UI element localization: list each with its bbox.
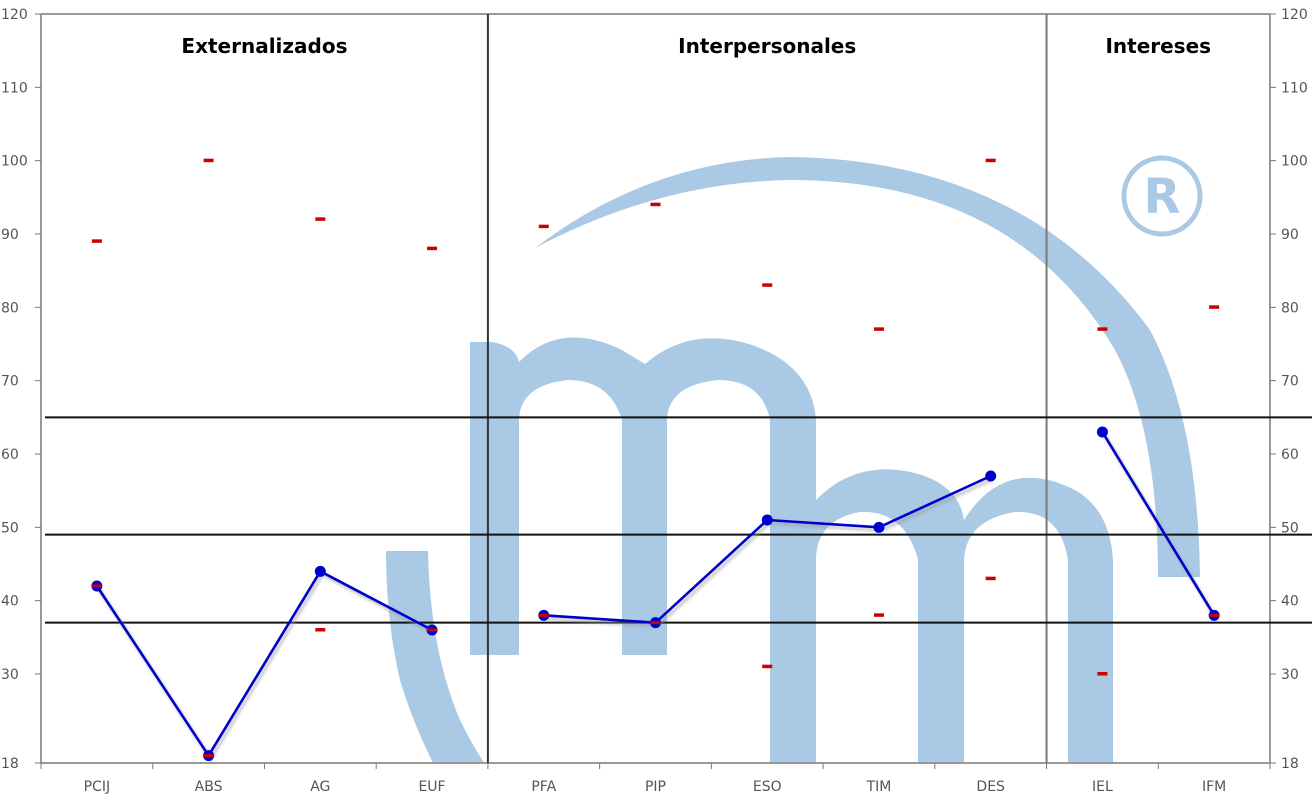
y-tick-label-left: 30: [1, 667, 19, 683]
y-tick-label-right: 40: [1281, 594, 1299, 610]
x-tick-label: PFA: [531, 779, 556, 795]
y-tick-label-left: 80: [1, 300, 19, 316]
data-point: [873, 521, 885, 533]
y-tick-label-left: 40: [1, 594, 19, 610]
range-marker-overlay: [91, 584, 102, 588]
y-tick-label-right: 110: [1281, 80, 1308, 96]
watermark-letters: [470, 337, 1113, 763]
range-marker: [538, 224, 549, 229]
x-tick-label: DES: [976, 779, 1005, 795]
x-tick-label: IEL: [1092, 779, 1113, 795]
data-point: [1096, 426, 1108, 438]
x-tick-label: EUF: [418, 779, 445, 795]
y-tick-label-right: 18: [1281, 756, 1299, 772]
range-marker: [1209, 305, 1220, 309]
data-point: [761, 514, 773, 526]
series-line: [91, 426, 1220, 763]
range-marker: [1097, 327, 1108, 331]
y-tick-label-left: 120: [1, 7, 28, 23]
y-tick-label-left: 110: [1, 80, 28, 96]
x-tick-label: ESO: [753, 779, 782, 795]
range-marker: [315, 217, 326, 221]
x-tick-label: PCIJ: [84, 779, 110, 795]
data-point: [985, 470, 997, 482]
group-title: Interpersonales: [678, 34, 856, 58]
y-tick-label-left: 18: [1, 756, 19, 772]
watermark-logo: R: [386, 155, 1203, 763]
group-title: Intereses: [1105, 34, 1211, 58]
range-marker-overlay: [650, 621, 661, 625]
range-marker: [91, 239, 102, 243]
y-tick-label-right: 100: [1281, 154, 1308, 170]
range-marker-overlay: [427, 628, 438, 632]
reference-lines: [45, 416, 1312, 624]
range-marker: [315, 628, 326, 632]
series-segment: [95, 570, 433, 757]
x-tick-label: ABS: [195, 779, 223, 795]
y-tick-label-right: 80: [1281, 300, 1299, 316]
registered-letter: R: [1144, 169, 1181, 225]
y-tick-label-left: 100: [1, 154, 28, 170]
range-marker: [985, 576, 996, 581]
group-title: Externalizados: [181, 34, 347, 58]
x-tick-label: TIM: [866, 779, 892, 795]
y-tick-label-right: 120: [1281, 7, 1308, 23]
series-segment: [1101, 431, 1216, 617]
range-marker: [1097, 672, 1108, 676]
x-tick-label: PIP: [645, 779, 666, 795]
x-tick-label: IFM: [1202, 779, 1226, 795]
y-tick-label-left: 70: [1, 374, 19, 390]
y-tick-label-right: 50: [1281, 520, 1299, 536]
range-marker: [650, 202, 661, 207]
y-tick-label-right: 90: [1281, 227, 1299, 243]
range-marker: [427, 246, 438, 251]
plot-frame: [40, 13, 1271, 764]
axes: 18 18 30 30 40 40 50 50 60 60 70 70 80 80 90 90 100 100 11…: [1, 7, 1308, 795]
y-tick-label-left: 50: [1, 520, 19, 536]
watermark-arc-bottom: [386, 551, 485, 763]
range-marker-overlay: [203, 754, 214, 758]
x-tick-label: AG: [310, 779, 330, 795]
range-marker: [762, 664, 773, 669]
range-marker-overlay: [538, 613, 549, 617]
range-marker: [762, 283, 773, 287]
range-marker-overlay: [1209, 613, 1220, 617]
y-tick-label-left: 90: [1, 227, 19, 243]
range-marker: [985, 158, 996, 163]
registered-circle: [1121, 155, 1203, 237]
y-tick-label-right: 30: [1281, 667, 1299, 683]
data-point: [314, 565, 326, 577]
range-marker: [873, 327, 884, 331]
y-tick-label-left: 60: [1, 447, 19, 463]
y-tick-label-right: 60: [1281, 447, 1299, 463]
range-marker: [873, 613, 884, 617]
range-marker: [203, 158, 214, 163]
group-headers: Externalizados Interpersonales Intereses: [181, 14, 1211, 763]
y-tick-label-right: 70: [1281, 374, 1299, 390]
